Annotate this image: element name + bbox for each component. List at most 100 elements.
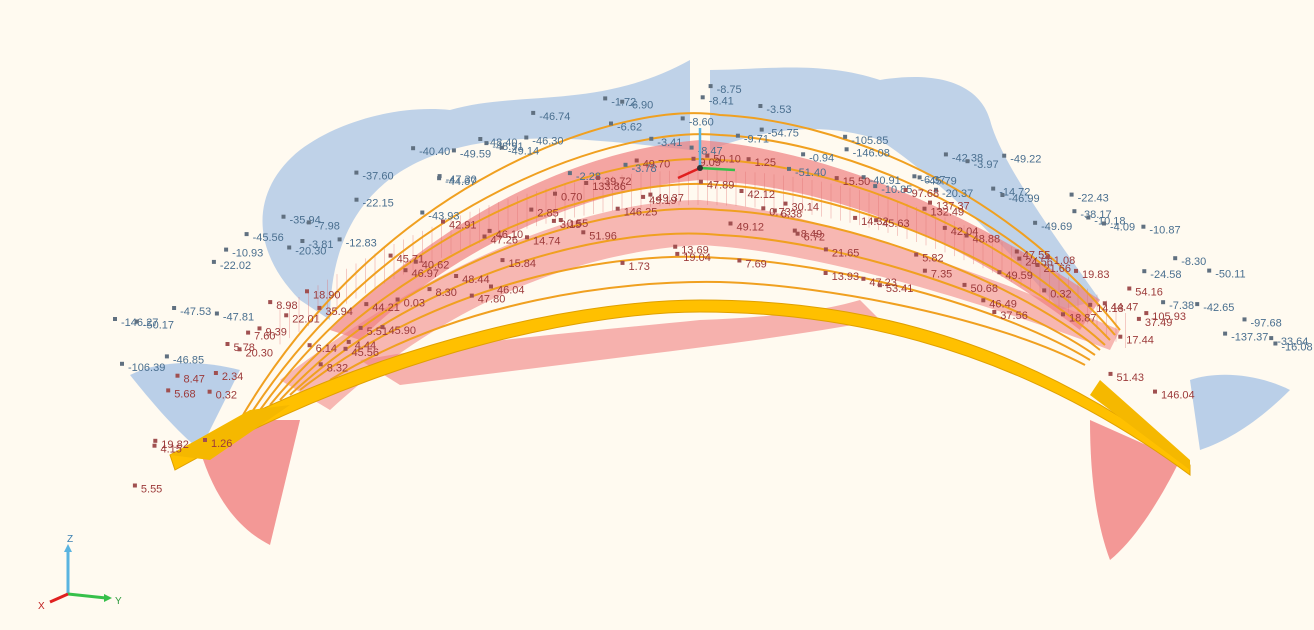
node-marker <box>1108 371 1113 376</box>
positive-force-label: 7.35 <box>931 269 952 281</box>
node-marker <box>758 104 763 108</box>
arch-rib-2[interactable] <box>249 133 1116 416</box>
node-marker <box>346 339 351 344</box>
positive-force-label: 2.34 <box>222 371 243 383</box>
positive-force-label: 0.32 <box>1050 288 1071 300</box>
node-marker <box>772 208 777 213</box>
arch-rib-6[interactable] <box>289 232 1096 396</box>
node-marker <box>454 274 459 278</box>
positive-force-label: 5.68 <box>174 388 195 400</box>
positive-force-label: 8.30 <box>436 287 457 299</box>
node-marker <box>380 325 385 330</box>
positive-force-label: 46.97 <box>412 268 440 280</box>
positive-force-label: 37.56 <box>1000 310 1028 322</box>
negative-force-label: -12.83 <box>346 237 377 249</box>
node-marker <box>551 218 556 223</box>
node-marker <box>649 136 654 141</box>
node-marker <box>641 194 646 199</box>
negative-force-label: -46.85 <box>173 354 204 366</box>
arch-rib-7[interactable] <box>299 255 1091 391</box>
node-marker <box>529 207 534 212</box>
negative-force-label: -46.74 <box>539 111 570 123</box>
node-marker <box>300 239 305 243</box>
force-value-labels: -146.27 -106.39 -50.17 -46.85 -47.53 -22.02 -4… <box>113 84 1313 496</box>
negative-force-label: -22.02 <box>220 260 251 272</box>
node-marker <box>553 191 557 196</box>
node-marker <box>500 258 505 263</box>
negative-force-label: -106.39 <box>128 362 165 374</box>
positive-force-label: 40.62 <box>422 260 450 272</box>
node-marker <box>792 228 797 233</box>
node-marker <box>306 220 311 225</box>
node-marker <box>708 84 713 89</box>
negative-force-label: -40.91 <box>870 175 901 187</box>
node-marker <box>214 311 219 316</box>
node-marker <box>1273 341 1278 346</box>
positive-force-label: 1.26 <box>211 438 232 450</box>
node-marker <box>1141 224 1146 229</box>
node-marker <box>964 233 969 238</box>
negative-force-label: -8.75 <box>717 84 742 96</box>
positive-force-label: 47.23 <box>869 277 897 289</box>
node-marker <box>581 230 586 235</box>
node-marker <box>420 210 425 215</box>
x-axis-line <box>49 592 69 604</box>
negative-force-label: -6.62 <box>617 122 642 134</box>
node-marker <box>305 289 309 294</box>
positive-force-label: 1.08 <box>1054 255 1075 267</box>
node-marker <box>823 247 828 252</box>
negative-force-label: -22.43 <box>1078 193 1109 205</box>
node-marker <box>997 270 1002 275</box>
node-marker <box>877 283 882 288</box>
positive-force-label: 13.69 <box>681 245 709 257</box>
negative-force-label: -137.37 <box>1231 332 1268 344</box>
node-marker <box>307 343 312 348</box>
node-marker <box>912 174 917 179</box>
positive-force-label: 45.56 <box>352 347 380 359</box>
positive-force-label: 146.25 <box>624 207 658 219</box>
local-axes-gizmo[interactable] <box>677 128 736 180</box>
node-marker <box>1144 311 1149 316</box>
node-marker <box>965 159 970 164</box>
z-axis-arrow <box>64 544 72 552</box>
node-marker <box>524 135 529 140</box>
negative-force-label: -105.85 <box>851 135 888 147</box>
positive-force-label: 21.66 <box>1044 263 1072 275</box>
node-marker <box>1127 286 1132 291</box>
arch-rib-outer[interactable] <box>239 112 1121 421</box>
negative-force-label: -42.65 <box>1203 302 1234 314</box>
positive-force-label: 4.15 <box>161 444 182 456</box>
arch-rib-3[interactable] <box>259 158 1111 411</box>
arch-rib-5[interactable] <box>279 207 1101 401</box>
node-marker <box>1074 268 1078 273</box>
positive-force-right-end <box>1090 420 1180 560</box>
node-marker <box>691 156 696 161</box>
positive-force-label: 8.98 <box>276 300 297 312</box>
node-marker <box>257 326 262 331</box>
node-marker <box>343 346 348 351</box>
positive-force-label: 49.19 <box>649 195 677 207</box>
node-marker <box>648 192 653 197</box>
arch-rib-4[interactable] <box>269 182 1106 406</box>
positive-force-label: 50.68 <box>971 283 999 295</box>
negative-force-label: -3.78 <box>632 163 657 175</box>
node-marker <box>225 342 230 346</box>
positive-force-label: 17.44 <box>1126 335 1154 347</box>
node-marker <box>354 197 359 202</box>
node-marker <box>823 271 828 275</box>
node-marker <box>237 347 242 352</box>
positive-force-lower-band <box>280 200 1120 410</box>
positive-force-label: 5.82 <box>922 253 943 265</box>
y-axis-arrow <box>104 594 112 602</box>
node-marker <box>441 219 445 224</box>
node-marker <box>1000 193 1005 197</box>
node-marker <box>1088 302 1093 307</box>
bridge-deck[interactable] <box>169 299 1191 476</box>
node-marker <box>358 325 363 330</box>
negative-force-label: -3.41 <box>657 137 682 149</box>
node-marker <box>317 305 322 310</box>
positive-force-label: 24.56 <box>1025 257 1053 269</box>
node-marker <box>795 231 800 236</box>
arch-rib-inner[interactable] <box>329 280 1086 381</box>
